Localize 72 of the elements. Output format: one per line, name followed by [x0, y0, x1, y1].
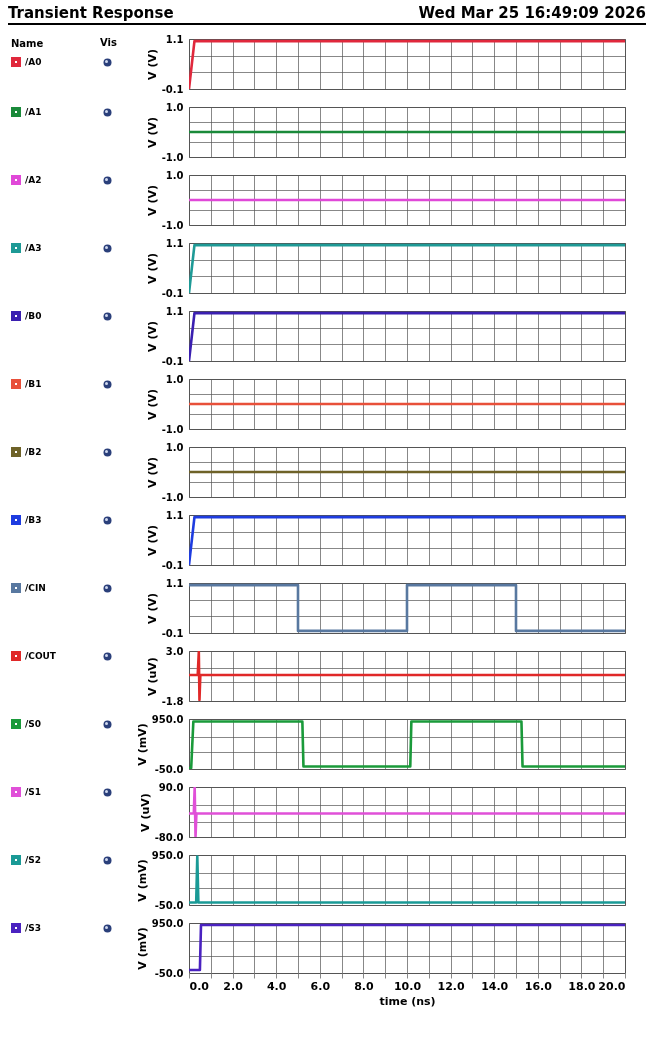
y-tick-label: -50.0: [154, 899, 184, 911]
y-axis-title: V (V): [145, 185, 159, 216]
y-tick-label: 1.0: [165, 441, 184, 453]
x-tick-label: 14.0: [481, 979, 509, 993]
y-tick-label: 950.0: [151, 713, 184, 725]
x-tick-label: 0.0: [189, 979, 210, 993]
y-tick-label: -0.1: [161, 83, 184, 95]
y-axis-title: V (V): [145, 321, 159, 352]
legend-label: /B0: [25, 311, 42, 321]
y-tick-label: 1.1: [165, 509, 184, 521]
text: Vis: [100, 37, 117, 48]
y-axis-title: V (mV): [135, 723, 149, 766]
legend-label: /B1: [25, 379, 42, 389]
y-tick-label: -50.0: [154, 763, 184, 775]
y-tick-label: 1.0: [165, 169, 184, 181]
legend-label: /A2: [25, 175, 42, 185]
x-tick-label: 12.0: [437, 979, 466, 993]
legend-label: /S1: [25, 787, 42, 797]
y-tick-label: -0.1: [161, 287, 184, 299]
x-tick-label: 16.0: [524, 979, 553, 993]
y-tick-label: -1.0: [161, 219, 184, 231]
y-tick-label: 90.0: [158, 781, 184, 793]
y-axis-title: V (V): [145, 525, 159, 556]
y-tick-label: 1.0: [165, 373, 184, 385]
legend-label: /S2: [25, 855, 42, 865]
chart-title: Transient Response: [8, 4, 174, 22]
y-axis-title: V (V): [145, 49, 159, 80]
y-tick-label: -1.0: [161, 491, 184, 503]
y-tick-label: 1.1: [165, 305, 184, 317]
x-tick-label: 20.0: [598, 979, 626, 993]
y-axis-title: V (uV): [145, 657, 159, 696]
y-axis-title: V (V): [145, 457, 159, 488]
y-tick-label: -1.0: [161, 151, 184, 163]
text: Wed Mar 25 16:49:09 2026: [418, 4, 646, 22]
y-tick-label: 950.0: [151, 917, 184, 929]
x-tick-label: 10.0: [393, 979, 422, 993]
y-axis-title: V (V): [145, 117, 159, 148]
legend-label: /CIN: [25, 583, 46, 593]
y-tick-label: -1.8: [161, 695, 184, 707]
x-tick-label: 8.0: [354, 979, 374, 993]
legend-label: /B3: [25, 515, 42, 525]
legend-label: /A1: [25, 107, 42, 117]
legend-title: Name: [11, 38, 44, 49]
y-tick-label: 3.0: [165, 645, 184, 657]
y-tick-label: -0.1: [161, 559, 184, 571]
x-tick-label: 18.0: [568, 979, 596, 993]
y-tick-label: -0.1: [161, 355, 184, 367]
y-tick-label: -80.0: [154, 831, 184, 843]
legend-label: /A3: [25, 243, 42, 253]
legend-label: /A0: [25, 57, 42, 67]
y-axis-title: V (uV): [138, 793, 152, 832]
legend-label: /B2: [25, 447, 42, 457]
y-tick-label: -50.0: [154, 967, 184, 979]
y-axis-title: V (V): [145, 593, 159, 624]
y-tick-label: 1.1: [165, 237, 184, 249]
y-tick-label: 1.0: [165, 101, 184, 113]
y-tick-label: 1.1: [165, 577, 184, 589]
legend-label: /S3: [25, 923, 42, 933]
legend-label: /S0: [25, 719, 42, 729]
y-axis-title: V (mV): [135, 927, 149, 970]
y-tick-label: -1.0: [161, 423, 184, 435]
x-tick-label: 6.0: [310, 979, 331, 993]
y-axis-title: V (V): [145, 253, 159, 284]
y-axis-title: V (V): [145, 389, 159, 420]
x-tick-label: 2.0: [223, 979, 244, 993]
y-axis-title: V (mV): [135, 859, 149, 902]
x-axis-title: time (ns): [379, 994, 436, 1008]
y-tick-label: 1.1: [165, 33, 184, 45]
legend-label: /COUT: [25, 651, 57, 661]
x-tick-label: 4.0: [266, 979, 287, 993]
y-tick-label: 950.0: [151, 849, 184, 861]
y-tick-label: -0.1: [161, 627, 184, 639]
